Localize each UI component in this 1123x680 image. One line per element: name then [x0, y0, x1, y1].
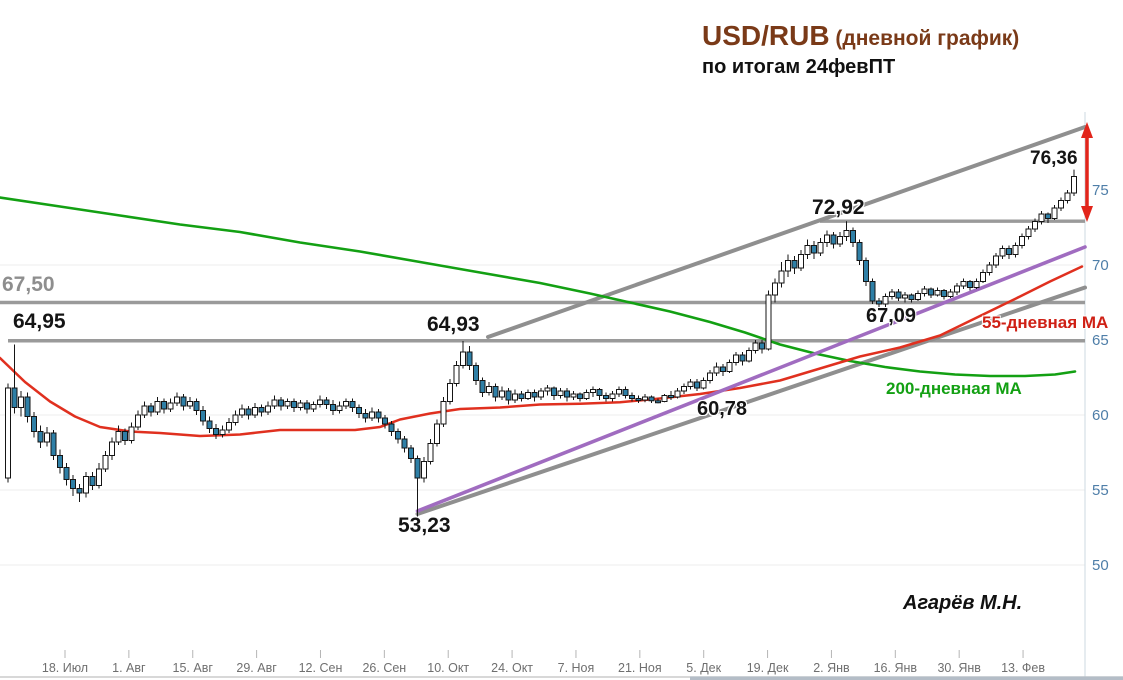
svg-text:12. Сен: 12. Сен: [299, 661, 343, 675]
price-label-72-92: 72,92: [812, 196, 865, 219]
price-label-60-78: 60,78: [697, 398, 748, 420]
svg-text:21. Ноя: 21. Ноя: [618, 661, 662, 675]
title-pair: USD/RUB: [702, 20, 830, 51]
price-label-76-36: 76,36: [1030, 148, 1078, 169]
svg-text:55: 55: [1092, 482, 1109, 499]
svg-text:24. Окт: 24. Окт: [491, 661, 533, 675]
price-label-67-09: 67,09: [866, 305, 917, 327]
page-title: USD/RUB (дневной график): [702, 20, 1019, 52]
price-label-53-23: 53,23: [398, 514, 451, 537]
svg-text:70: 70: [1092, 257, 1109, 274]
title-timeframe: (дневной график): [829, 27, 1020, 50]
svg-text:19. Дек: 19. Дек: [747, 661, 789, 675]
ma200-label: 200-дневная МА: [886, 379, 1022, 398]
svg-text:16. Янв: 16. Янв: [874, 661, 918, 675]
svg-text:15. Авг: 15. Авг: [173, 661, 214, 675]
svg-text:26. Сен: 26. Сен: [362, 661, 406, 675]
ma55-label: 55-дневная МА: [982, 313, 1109, 332]
svg-text:13. Фев: 13. Фев: [1001, 661, 1045, 675]
svg-text:50: 50: [1092, 557, 1109, 574]
svg-text:18. Июл: 18. Июл: [42, 661, 88, 675]
svg-text:2. Янв: 2. Янв: [813, 661, 850, 675]
svg-text:75: 75: [1092, 182, 1109, 199]
price-label-64-95: 64,95: [13, 310, 66, 333]
svg-text:1. Авг: 1. Авг: [112, 661, 146, 675]
author-signature: Агарёв М.Н.: [903, 592, 1023, 614]
svg-text:60: 60: [1092, 407, 1109, 424]
svg-text:30. Янв: 30. Янв: [937, 661, 981, 675]
svg-text:5. Дек: 5. Дек: [686, 661, 721, 675]
svg-text:65: 65: [1092, 332, 1109, 349]
chart-subtitle: по итогам 24февПТ: [702, 56, 896, 78]
svg-text:7. Ноя: 7. Ноя: [558, 661, 595, 675]
price-label-67-50: 67,50: [2, 273, 55, 296]
price-label-64-93: 64,93: [427, 313, 480, 336]
svg-text:10. Окт: 10. Окт: [427, 661, 469, 675]
svg-text:29. Авг: 29. Авг: [236, 661, 277, 675]
